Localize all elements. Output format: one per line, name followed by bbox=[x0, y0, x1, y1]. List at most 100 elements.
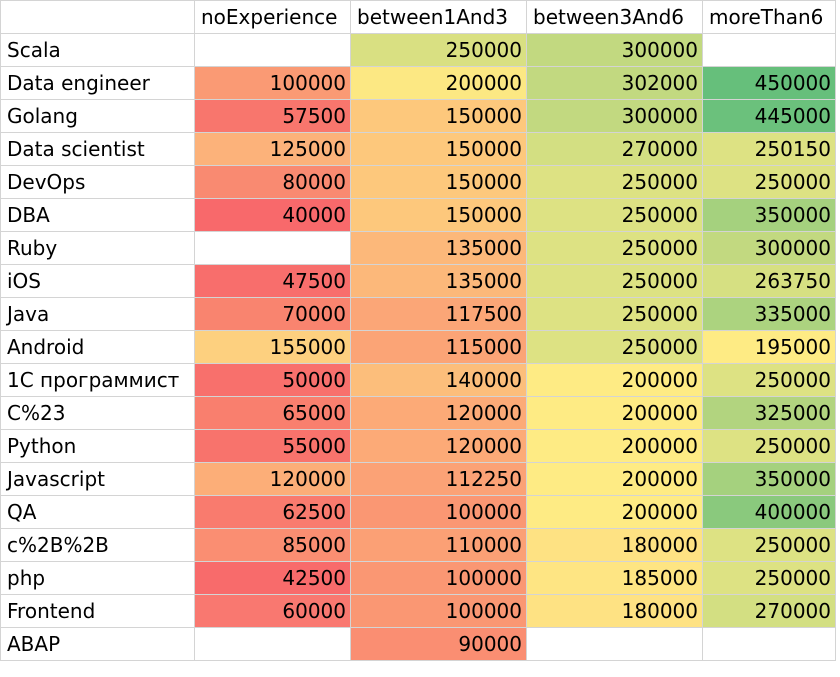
value-cell[interactable] bbox=[194, 231, 351, 265]
value-cell[interactable]: 80000 bbox=[194, 165, 351, 199]
value-cell[interactable]: 250000 bbox=[702, 429, 836, 463]
value-cell[interactable]: 450000 bbox=[702, 66, 836, 100]
row-label-cell[interactable]: ABAP bbox=[0, 627, 195, 661]
value-cell[interactable]: 120000 bbox=[350, 429, 527, 463]
value-cell[interactable]: 62500 bbox=[194, 495, 351, 529]
value-cell[interactable]: 150000 bbox=[350, 198, 527, 232]
value-cell[interactable]: 135000 bbox=[350, 231, 527, 265]
row-label-cell[interactable]: iOS bbox=[0, 264, 195, 298]
value-cell[interactable]: 140000 bbox=[350, 363, 527, 397]
value-cell[interactable]: 400000 bbox=[702, 495, 836, 529]
header-cell-between-1-and-3[interactable]: between1And3 bbox=[350, 0, 527, 34]
row-label-cell[interactable]: Golang bbox=[0, 99, 195, 133]
value-cell[interactable]: 57500 bbox=[194, 99, 351, 133]
value-cell[interactable]: 150000 bbox=[350, 165, 527, 199]
value-cell[interactable]: 112250 bbox=[350, 462, 527, 496]
value-cell[interactable]: 250000 bbox=[702, 363, 836, 397]
header-cell-corner[interactable] bbox=[0, 0, 195, 34]
row-label-cell[interactable]: 1C программист bbox=[0, 363, 195, 397]
value-cell[interactable]: 50000 bbox=[194, 363, 351, 397]
row-label-cell[interactable]: Javascript bbox=[0, 462, 195, 496]
row-label-cell[interactable]: Frontend bbox=[0, 594, 195, 628]
value-cell[interactable]: 263750 bbox=[702, 264, 836, 298]
value-cell[interactable]: 55000 bbox=[194, 429, 351, 463]
value-cell[interactable]: 300000 bbox=[702, 231, 836, 265]
value-cell[interactable]: 270000 bbox=[702, 594, 836, 628]
value-cell[interactable]: 120000 bbox=[194, 462, 351, 496]
row-label-cell[interactable]: Scala bbox=[0, 33, 195, 67]
value-cell[interactable]: 250000 bbox=[526, 330, 703, 364]
value-cell[interactable]: 195000 bbox=[702, 330, 836, 364]
value-cell[interactable]: 125000 bbox=[194, 132, 351, 166]
value-cell[interactable]: 350000 bbox=[702, 462, 836, 496]
value-cell[interactable]: 47500 bbox=[194, 264, 351, 298]
value-cell[interactable] bbox=[702, 33, 836, 67]
value-cell[interactable]: 302000 bbox=[526, 66, 703, 100]
value-cell[interactable]: 200000 bbox=[526, 396, 703, 430]
value-cell[interactable]: 200000 bbox=[526, 495, 703, 529]
value-cell[interactable]: 150000 bbox=[350, 99, 527, 133]
value-cell[interactable]: 445000 bbox=[702, 99, 836, 133]
value-cell[interactable]: 60000 bbox=[194, 594, 351, 628]
row-label-cell[interactable]: DBA bbox=[0, 198, 195, 232]
value-cell[interactable] bbox=[702, 627, 836, 661]
value-cell[interactable]: 250000 bbox=[526, 297, 703, 331]
value-cell[interactable]: 350000 bbox=[702, 198, 836, 232]
value-cell[interactable]: 300000 bbox=[526, 33, 703, 67]
row-label-cell[interactable]: Android bbox=[0, 330, 195, 364]
value-cell[interactable]: 42500 bbox=[194, 561, 351, 595]
value-cell[interactable]: 250000 bbox=[702, 561, 836, 595]
value-cell[interactable]: 300000 bbox=[526, 99, 703, 133]
value-cell[interactable] bbox=[194, 627, 351, 661]
value-cell[interactable]: 155000 bbox=[194, 330, 351, 364]
header-cell-between-3-and-6[interactable]: between3And6 bbox=[526, 0, 703, 34]
value-cell[interactable]: 250000 bbox=[702, 165, 836, 199]
value-cell[interactable]: 270000 bbox=[526, 132, 703, 166]
value-cell[interactable]: 180000 bbox=[526, 528, 703, 562]
value-cell[interactable]: 250150 bbox=[702, 132, 836, 166]
header-cell-more-than-6[interactable]: moreThan6 bbox=[702, 0, 836, 34]
value-cell[interactable]: 185000 bbox=[526, 561, 703, 595]
value-cell[interactable]: 70000 bbox=[194, 297, 351, 331]
value-cell[interactable]: 120000 bbox=[350, 396, 527, 430]
value-cell[interactable]: 40000 bbox=[194, 198, 351, 232]
row-label-cell[interactable]: Data engineer bbox=[0, 66, 195, 100]
value-cell[interactable]: 100000 bbox=[350, 561, 527, 595]
value-cell[interactable]: 200000 bbox=[526, 462, 703, 496]
value-cell[interactable]: 180000 bbox=[526, 594, 703, 628]
row-label-cell[interactable]: c%2B%2B bbox=[0, 528, 195, 562]
value-cell[interactable]: 135000 bbox=[350, 264, 527, 298]
row-label-cell[interactable]: Python bbox=[0, 429, 195, 463]
row-label-cell[interactable]: QA bbox=[0, 495, 195, 529]
value-cell[interactable]: 250000 bbox=[526, 264, 703, 298]
row-label-cell[interactable]: php bbox=[0, 561, 195, 595]
value-cell[interactable]: 200000 bbox=[526, 429, 703, 463]
header-cell-no-experience[interactable]: noExperience bbox=[194, 0, 351, 34]
value-cell[interactable]: 85000 bbox=[194, 528, 351, 562]
value-cell[interactable]: 200000 bbox=[350, 66, 527, 100]
value-cell[interactable]: 100000 bbox=[194, 66, 351, 100]
value-cell[interactable]: 250000 bbox=[526, 165, 703, 199]
value-cell[interactable]: 250000 bbox=[702, 528, 836, 562]
row-label-cell[interactable]: Ruby bbox=[0, 231, 195, 265]
value-cell[interactable]: 115000 bbox=[350, 330, 527, 364]
value-cell[interactable]: 250000 bbox=[350, 33, 527, 67]
value-cell[interactable] bbox=[526, 627, 703, 661]
value-cell[interactable]: 110000 bbox=[350, 528, 527, 562]
row-label-cell[interactable]: Data scientist bbox=[0, 132, 195, 166]
value-cell[interactable]: 90000 bbox=[350, 627, 527, 661]
value-cell[interactable]: 65000 bbox=[194, 396, 351, 430]
value-cell[interactable]: 200000 bbox=[526, 363, 703, 397]
row-label-cell[interactable]: DevOps bbox=[0, 165, 195, 199]
value-cell[interactable]: 100000 bbox=[350, 594, 527, 628]
row-label-cell[interactable]: C%23 bbox=[0, 396, 195, 430]
value-cell[interactable]: 117500 bbox=[350, 297, 527, 331]
value-cell[interactable]: 250000 bbox=[526, 231, 703, 265]
value-cell[interactable]: 100000 bbox=[350, 495, 527, 529]
row-label-cell[interactable]: Java bbox=[0, 297, 195, 331]
value-cell[interactable]: 250000 bbox=[526, 198, 703, 232]
value-cell[interactable]: 325000 bbox=[702, 396, 836, 430]
value-cell[interactable]: 150000 bbox=[350, 132, 527, 166]
value-cell[interactable] bbox=[194, 33, 351, 67]
value-cell[interactable]: 335000 bbox=[702, 297, 836, 331]
